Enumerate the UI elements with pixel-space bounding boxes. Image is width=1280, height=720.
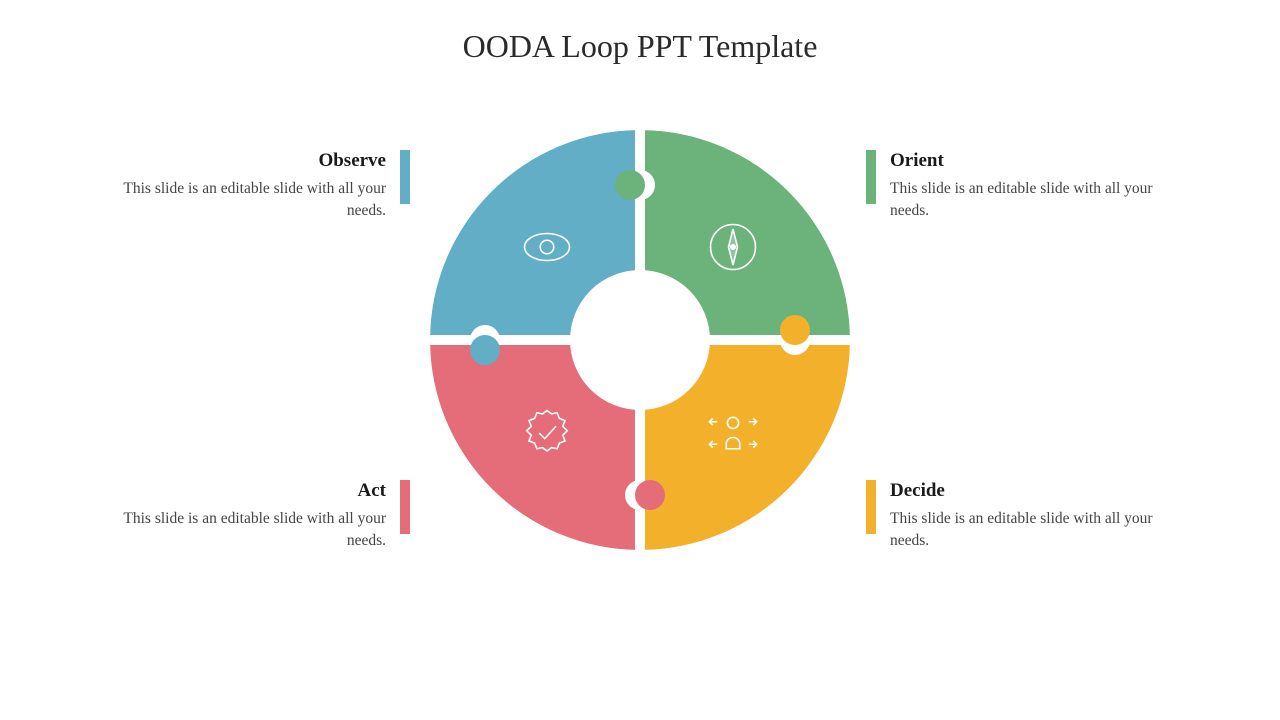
- person-arrows-icon: [706, 406, 760, 460]
- callout-body: This slide is an editable slide with all…: [96, 178, 386, 221]
- puzzle-tab-bottom-knob: [635, 480, 665, 510]
- callout-body: This slide is an editable slide with all…: [890, 178, 1180, 221]
- callout-decide: Decide This slide is an editable slide w…: [890, 480, 1180, 551]
- puzzle-tab-top-knob: [615, 170, 645, 200]
- puzzle-tab-left-knob: [470, 335, 500, 365]
- badge-check-icon: [520, 406, 574, 460]
- compass-icon: [706, 220, 760, 274]
- callout-bar: [400, 150, 410, 204]
- callout-bar: [866, 480, 876, 534]
- callout-body: This slide is an editable slide with all…: [890, 508, 1180, 551]
- callout-heading: Orient: [890, 150, 1180, 172]
- callout-heading: Observe: [96, 150, 386, 172]
- callout-heading: Act: [96, 480, 386, 502]
- ooda-donut-diagram: [430, 130, 850, 550]
- callout-body: This slide is an editable slide with all…: [96, 508, 386, 551]
- callout-act: Act This slide is an editable slide with…: [96, 480, 386, 551]
- callout-bar: [400, 480, 410, 534]
- page-title: OODA Loop PPT Template: [0, 28, 1280, 65]
- callout-observe: Observe This slide is an editable slide …: [96, 150, 386, 221]
- donut-hole: [570, 270, 710, 410]
- callout-heading: Decide: [890, 480, 1180, 502]
- callout-bar: [866, 150, 876, 204]
- puzzle-tab-right-knob: [780, 315, 810, 345]
- donut-ring: [430, 130, 850, 550]
- callout-orient: Orient This slide is an editable slide w…: [890, 150, 1180, 221]
- eye-icon: [520, 220, 574, 274]
